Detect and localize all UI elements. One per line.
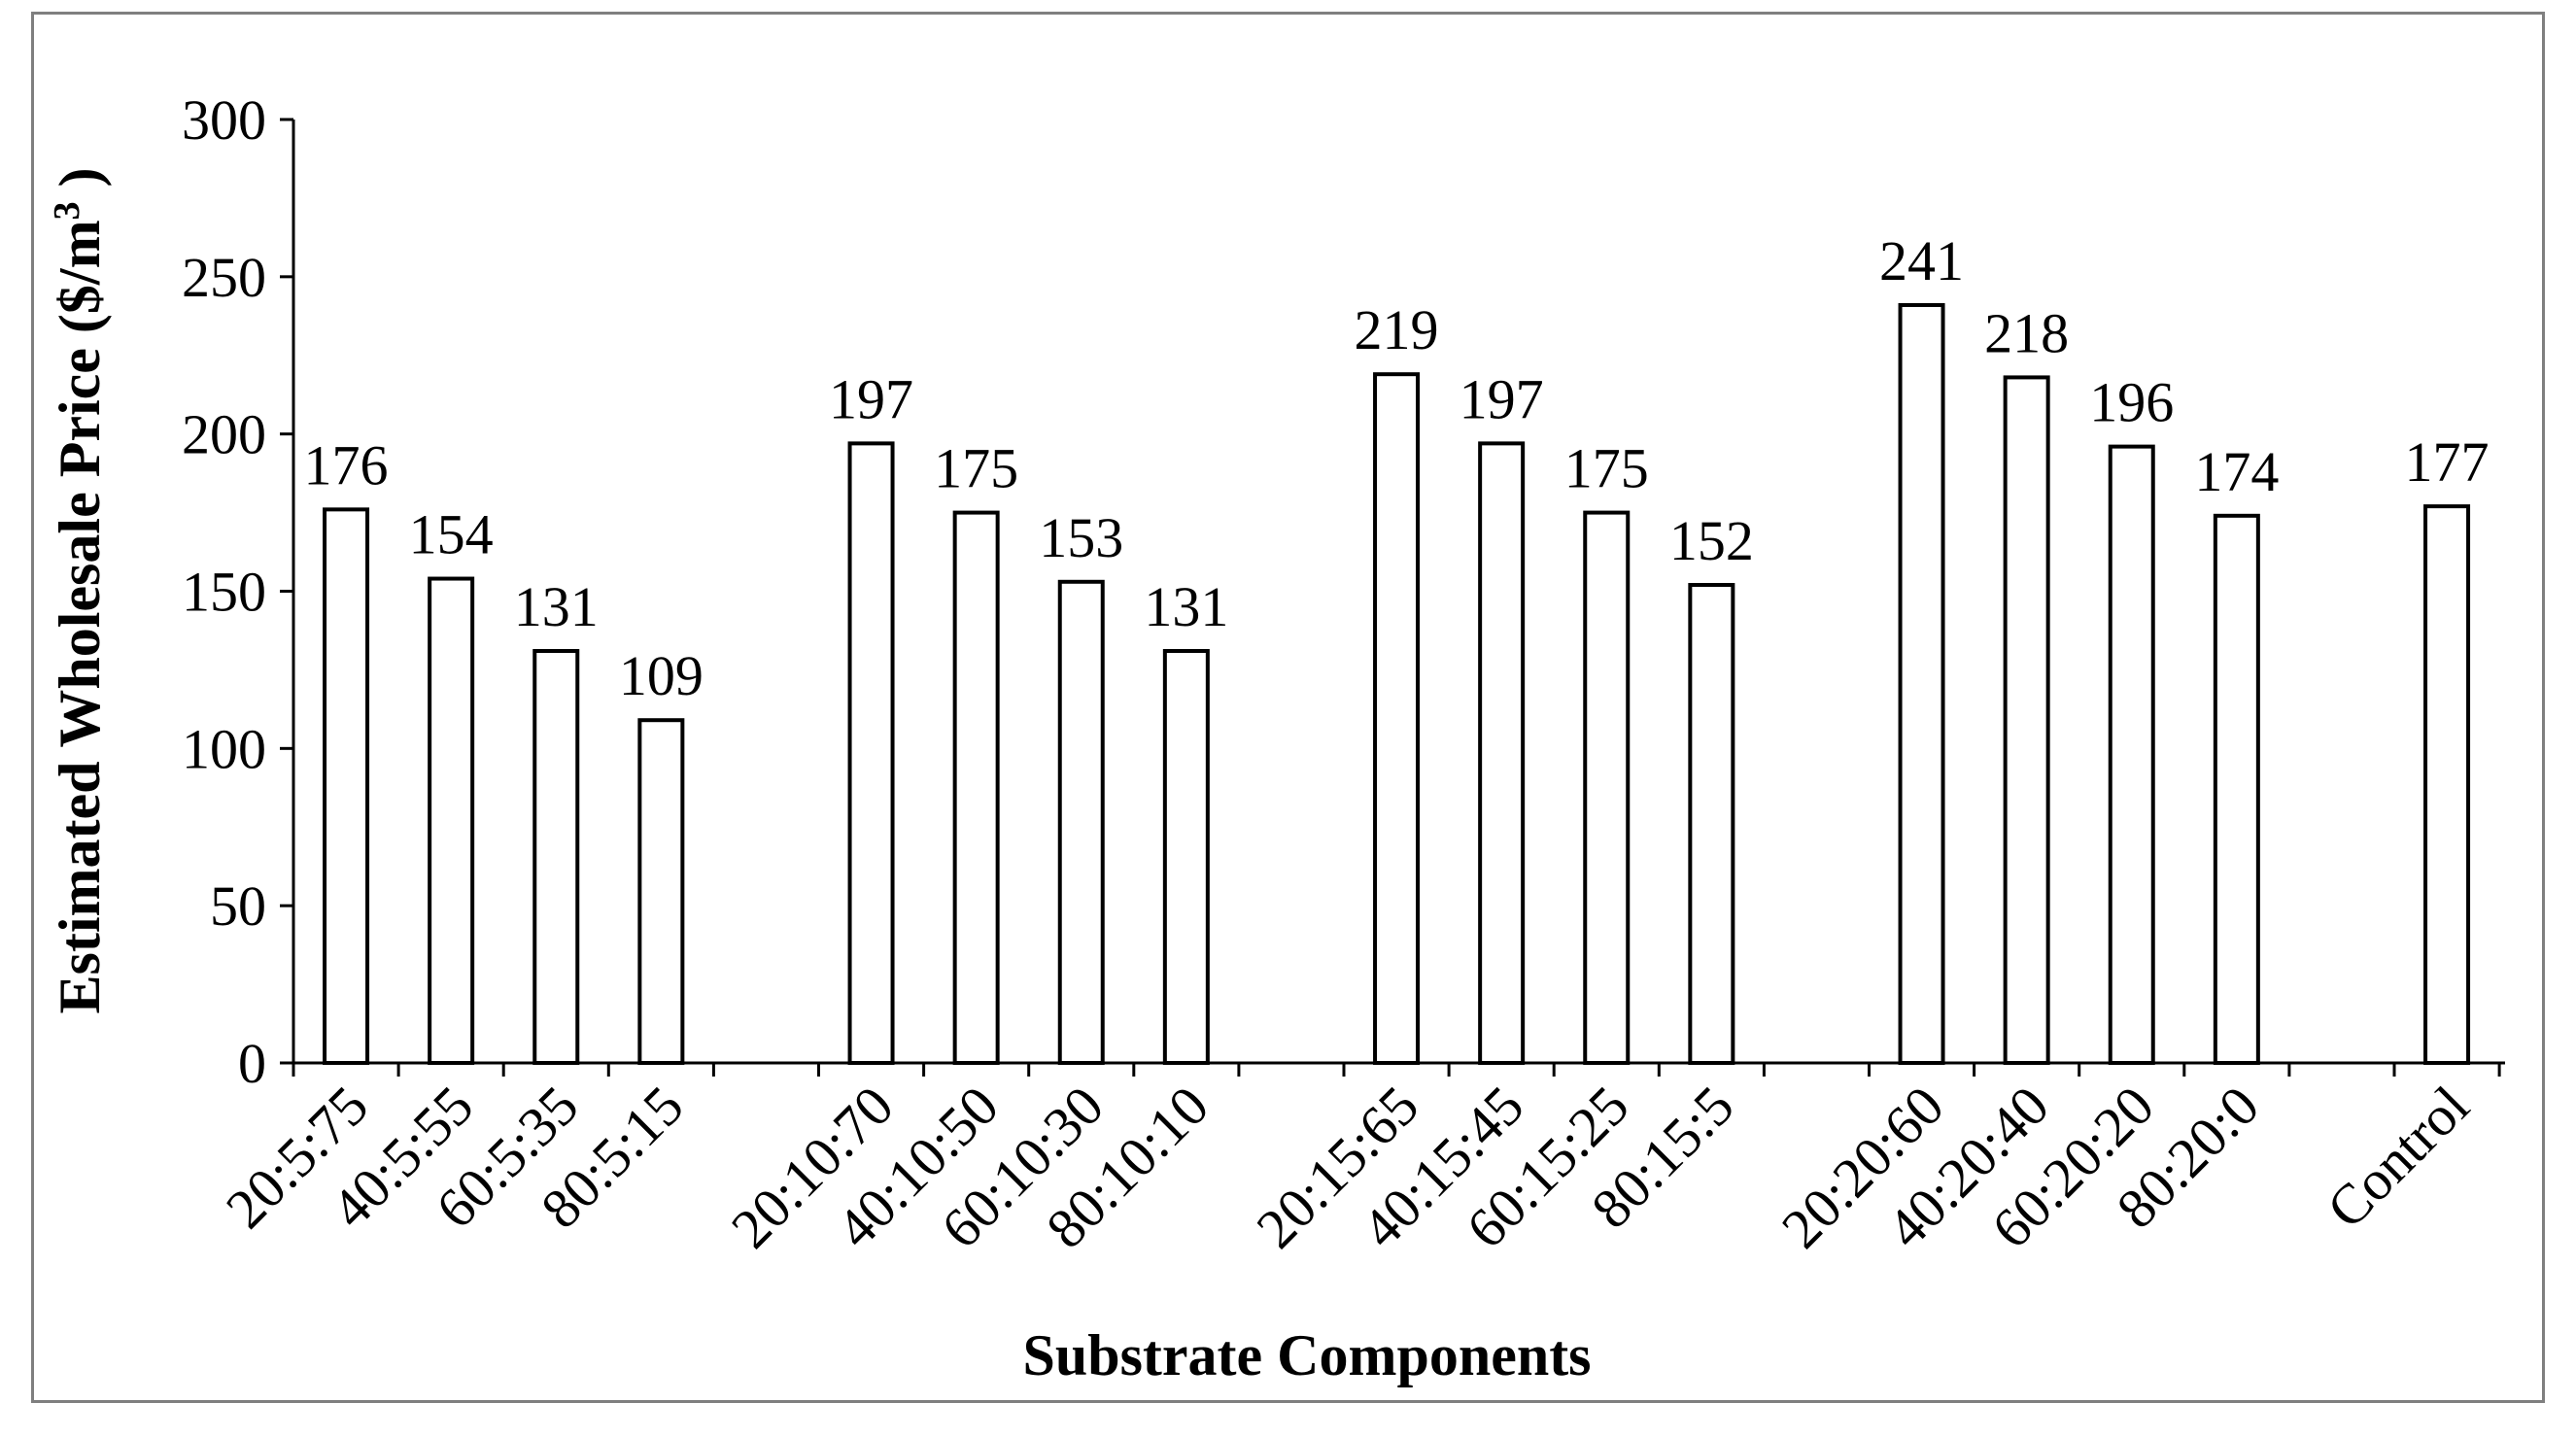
bar-data-label: 241 — [1879, 229, 1964, 292]
y-tick-label: 300 — [182, 88, 266, 152]
bar-data-label: 197 — [1460, 367, 1544, 430]
bar — [952, 510, 1000, 1065]
bar — [2213, 513, 2260, 1065]
bar-data-label: 177 — [2405, 430, 2490, 494]
bar-data-label: 218 — [1984, 301, 2069, 364]
bar — [2108, 444, 2155, 1065]
bar — [1373, 372, 1421, 1066]
bar — [1583, 510, 1631, 1065]
bar-data-label: 175 — [1564, 437, 1649, 500]
bar-data-label: 154 — [409, 503, 494, 566]
bar-data-label: 174 — [2194, 440, 2279, 503]
bar — [637, 718, 685, 1065]
bar — [1057, 579, 1105, 1065]
x-axis-title: Substrate Components — [1022, 1323, 1591, 1387]
y-tick-label: 200 — [182, 403, 266, 466]
y-axis-title-main: Estimated Wholesale Price ($/m — [48, 220, 112, 1013]
bar-data-label: 153 — [1039, 506, 1123, 569]
y-tick-label: 50 — [210, 874, 266, 938]
x-category-label: Control — [2315, 1074, 2481, 1240]
bar — [2423, 504, 2471, 1065]
bar-data-label: 219 — [1355, 298, 1439, 361]
bar — [1162, 648, 1210, 1065]
bar-data-label: 131 — [514, 575, 599, 638]
bar-data-label: 109 — [619, 644, 704, 707]
y-axis-title-suffix: ) — [48, 167, 112, 201]
bar — [1688, 583, 1735, 1065]
y-tick-label: 0 — [238, 1032, 266, 1095]
y-tick-label: 250 — [182, 246, 266, 309]
bars — [323, 302, 2471, 1066]
bar — [323, 507, 370, 1065]
bar — [532, 648, 580, 1065]
y-axis-title-superscript: 3 — [47, 201, 87, 220]
bar-data-label: 197 — [829, 367, 913, 430]
y-axis-ticks: 0 50 100 150 200 250 300 — [182, 88, 293, 1095]
bar-data-label: 176 — [304, 433, 389, 496]
bar-data-label: 175 — [934, 437, 1018, 500]
x-axis-ticks — [292, 1063, 2501, 1077]
bar-data-label: 131 — [1144, 575, 1228, 638]
bar — [428, 576, 475, 1065]
bar-data-label: 152 — [1669, 509, 1754, 572]
y-axis-title: Estimated Wholesale Price ($/m3 ) — [47, 167, 112, 1013]
bar — [2003, 375, 2050, 1065]
bar-data-label: 196 — [2089, 371, 2174, 434]
y-tick-label: 150 — [182, 561, 266, 624]
bar — [1898, 302, 1945, 1066]
y-tick-label: 100 — [182, 717, 266, 780]
bar — [847, 441, 895, 1066]
data-labels: 176 154 131 109 197 175 153 131 219 197 175 152 241 2… — [304, 229, 2490, 707]
bar — [1478, 441, 1526, 1066]
